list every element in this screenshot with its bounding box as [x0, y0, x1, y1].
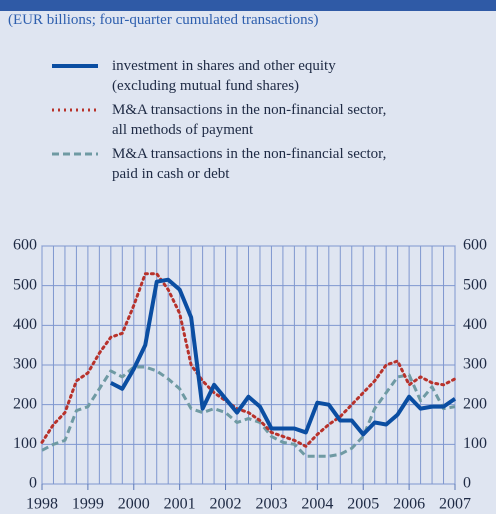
y-tick-label: 200	[13, 395, 37, 412]
header-bar	[0, 0, 496, 11]
x-tick-label: 2006	[393, 496, 425, 513]
legend-swatch	[52, 64, 98, 68]
x-tick-label: 2001	[164, 496, 196, 513]
y2-tick-label: 300	[463, 356, 487, 373]
series-line	[109, 277, 457, 437]
y-tick-label: 500	[13, 276, 37, 293]
x-tick-label: 2007	[439, 496, 471, 513]
legend-swatch	[52, 152, 98, 156]
legend-swatch	[52, 108, 98, 112]
legend-label: investment in shares and other equity (e…	[112, 58, 336, 94]
x-tick-label: 2005	[347, 496, 379, 513]
y-tick-label: 600	[13, 237, 37, 254]
series-line	[41, 365, 456, 458]
y2-tick-label: 600	[463, 237, 487, 254]
y-tick-label: 0	[29, 475, 37, 492]
x-tick-label: 2003	[255, 496, 287, 513]
x-tick-label: 2000	[118, 496, 150, 513]
legend-item: M&A transactions in the non-financial se…	[50, 100, 394, 140]
legend-label: M&A transactions in the non-financial se…	[112, 102, 387, 138]
y-tick-label: 400	[13, 316, 37, 333]
legend-label: M&A transactions in the non-financial se…	[112, 146, 387, 182]
legend-item: M&A transactions in the non-financial se…	[50, 144, 394, 184]
x-tick-label: 1999	[72, 496, 104, 513]
y2-tick-label: 0	[463, 475, 471, 492]
y-tick-label: 100	[13, 435, 37, 452]
subtitle: (EUR billions; four-quarter cumulated tr…	[8, 12, 319, 28]
legend-item: investment in shares and other equity (e…	[50, 56, 394, 96]
x-tick-label: 1998	[26, 496, 58, 513]
x-tick-label: 2004	[301, 496, 333, 513]
y-tick-label: 300	[13, 356, 37, 373]
y2-tick-label: 400	[463, 316, 487, 333]
y2-tick-label: 200	[463, 395, 487, 412]
y2-tick-label: 100	[463, 435, 487, 452]
x-tick-label: 2002	[210, 496, 242, 513]
series-line	[40, 272, 457, 448]
y2-tick-label: 500	[463, 276, 487, 293]
legend: investment in shares and other equity (e…	[50, 56, 394, 188]
